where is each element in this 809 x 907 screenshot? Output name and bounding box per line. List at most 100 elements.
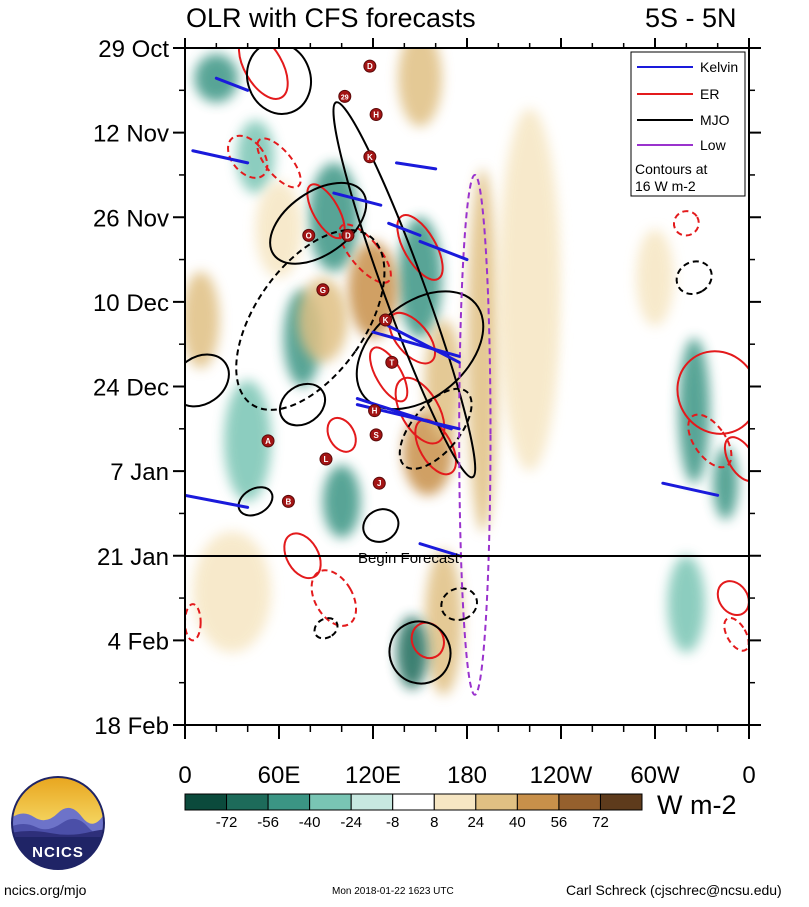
cyclone-marker: T [385, 355, 399, 369]
y-tick-label: 26 Nov [93, 205, 169, 232]
colorbar-swatch [516, 793, 560, 811]
olr-anomaly-region [236, 120, 275, 194]
legend-label-er: ER [700, 86, 719, 102]
cyclone-marker-label: 29 [341, 94, 349, 101]
colorbar-units: W m-2 [657, 790, 737, 820]
y-tick-label: 10 Dec [93, 290, 169, 317]
legend-note-line2: 16 W m-2 [635, 178, 696, 194]
colorbar-label: 40 [509, 814, 526, 831]
olr-anomaly-region [678, 338, 710, 484]
cyclone-marker-dot [319, 452, 333, 466]
cyclone-marker-label: T [389, 358, 394, 367]
olr-anomaly-region [467, 168, 499, 532]
cyclone-marker: O [302, 228, 316, 242]
legend-note-line1: Contours at [635, 161, 707, 177]
colorbar-swatch [433, 793, 477, 811]
x-tick-label: 0 [178, 762, 191, 789]
er-contour [338, 223, 392, 284]
wave-contours [185, 48, 749, 696]
y-axis: 29 Oct 12 Nov 26 Nov 10 Dec 24 Dec 7 Jan 21 Ja… [93, 36, 761, 740]
olr-anomaly-region [398, 48, 442, 127]
cyclone-marker-label: B [286, 497, 292, 506]
er-contour [687, 413, 733, 469]
cyclone-marker: H [368, 404, 382, 418]
colorbar-label: 56 [551, 814, 568, 831]
colorbar-swatch [475, 793, 518, 811]
x-tick-label: 60E [258, 762, 301, 789]
cyclone-marker-label: G [320, 286, 326, 295]
cyclone-marker-dot [302, 228, 316, 242]
y-tick-label: 18 Feb [94, 713, 169, 740]
kelvin-contour [418, 239, 469, 262]
cyclone-marker: 29 [338, 89, 352, 103]
colorbar-label: -56 [257, 814, 279, 831]
olr-anomaly-region [185, 271, 220, 369]
cyclone-marker-dot [369, 107, 383, 121]
kelvin-contour [332, 191, 383, 207]
kelvin-contour [387, 221, 422, 237]
olr-anomaly-region [712, 446, 739, 520]
mjo-contour [313, 617, 339, 640]
kelvin-contour [214, 76, 250, 92]
cyclone-marker: D [363, 59, 377, 73]
cyclone-marker: H [369, 107, 383, 121]
forecast-divider: Begin Forecast [185, 550, 749, 567]
logo-text: NCICS [32, 844, 84, 861]
cyclone-marker-dot [368, 404, 382, 418]
er-contour [723, 436, 749, 482]
mjo-contour [332, 101, 477, 479]
cyclone-marker-label: D [345, 231, 351, 240]
forecast-label: Begin Forecast [358, 550, 460, 567]
latitude-band-label: 5S - 5N [645, 3, 737, 33]
mjo-contour [237, 486, 274, 517]
footer-site-link[interactable]: ncics.org/mjo [4, 882, 87, 898]
olr-anomaly-region [667, 555, 706, 653]
olr-anomaly-region [636, 229, 674, 327]
cyclone-marker-dot [372, 476, 386, 490]
cyclone-marker: S [369, 428, 383, 442]
olr-anomaly-region [192, 531, 272, 653]
er-contour [326, 416, 357, 453]
y-tick-label: 12 Nov [93, 121, 169, 148]
olr-anomaly-region [322, 465, 361, 538]
legend: Kelvin ER MJO Low Contours at 16 W m-2 [630, 51, 746, 197]
olr-anomaly-region [396, 616, 428, 689]
kelvin-contour [191, 149, 250, 165]
olr-anomaly-region [308, 162, 359, 272]
colorbar-swatch [267, 793, 311, 811]
colorbar-label: -40 [299, 814, 321, 831]
er-contour [672, 210, 700, 237]
y-tick-label: 4 Feb [108, 628, 169, 655]
legend-box [630, 51, 746, 197]
er-contour [716, 580, 749, 616]
cyclone-marker: L [319, 452, 333, 466]
cyclone-marker-label: O [306, 231, 312, 240]
olr-anomaly-region [297, 277, 348, 363]
cyclone-marker: J [372, 476, 386, 490]
cyclone-marker: G [316, 283, 330, 297]
olr-anomaly-region [398, 217, 442, 339]
cyclone-marker-label: D [367, 62, 373, 71]
cyclone-marker: K [379, 313, 393, 327]
mjo-contour [235, 229, 386, 411]
kelvin-contour [395, 161, 438, 171]
er-contour [185, 603, 202, 642]
x-axis: 0 60E 120E 180 120W 60W 0 [178, 38, 756, 789]
er-contour [410, 621, 445, 660]
mjo-contour [388, 620, 452, 685]
y-tick-label: 24 Dec [93, 375, 169, 402]
low-contour [458, 173, 492, 696]
er-contour [310, 569, 358, 627]
footer-author: Carl Schreck (cjschrec@ncsu.edu) [566, 882, 782, 898]
olr-anomaly-region [224, 380, 272, 502]
x-tick-label: 120W [530, 762, 593, 789]
er-contour [396, 214, 444, 281]
mjo-contour [398, 387, 473, 470]
x-tick-label: 0 [742, 762, 755, 789]
cyclone-marker-label: A [265, 437, 271, 446]
cyclone-marker-dot [316, 283, 330, 297]
cyclone-marker-dot [385, 355, 399, 369]
legend-label-mjo: MJO [700, 112, 730, 128]
colorbar-label: 24 [467, 814, 484, 831]
